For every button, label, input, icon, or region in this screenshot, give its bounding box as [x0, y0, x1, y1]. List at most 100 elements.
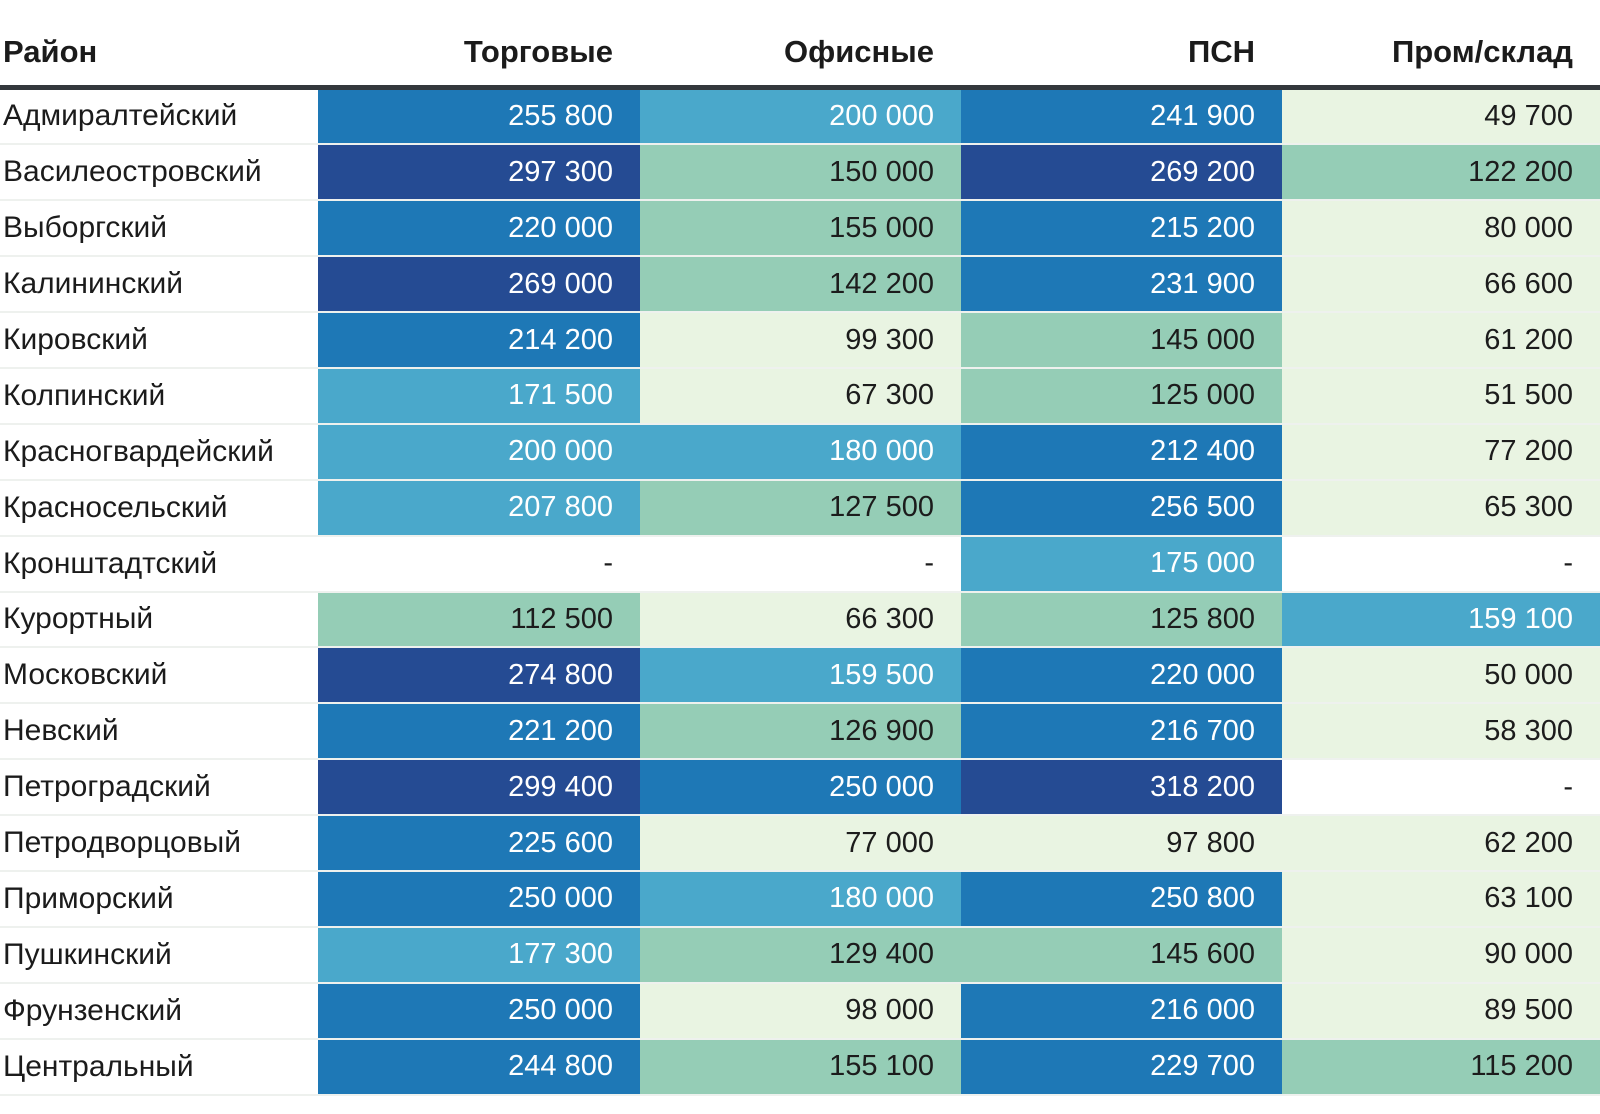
col-header-industrial: Пром/склад [1391, 33, 1573, 69]
value-cell: 269 000 [318, 256, 640, 314]
district-cell: Московский [0, 647, 318, 705]
table-row: Кронштадтский - -175 000- [0, 535, 1600, 593]
value-cell: 97 800 [961, 815, 1282, 872]
value-cell: 274 800 [318, 647, 640, 705]
value-cell: 145 600 [961, 926, 1282, 984]
district-cell: Кировский [0, 312, 318, 369]
value-cell: 112 500 [318, 591, 640, 649]
district-cell: Петродворцовый [0, 815, 318, 872]
value-cell: 65 300 [1282, 479, 1600, 537]
value-cell: - [1282, 759, 1600, 817]
col-header-district: Район [3, 33, 98, 69]
district-cell: Адмиралтейский [0, 87, 318, 146]
value-cell: 231 900 [961, 256, 1282, 314]
value-cell: 142 200 [640, 256, 961, 314]
value-cell: 177 300 [318, 926, 640, 984]
value-cell: 126 900 [640, 703, 961, 761]
table-row: Пушкинский 177 300 129 400 145 600 90 000 [0, 926, 1600, 984]
district-cell: Петроградский [0, 759, 318, 817]
table-row: Невский 221 200 126 900 216 700 58 300 [0, 703, 1600, 761]
value-cell: 129 400 [640, 926, 961, 984]
district-cell: Выборгский [0, 200, 318, 258]
district-cell: Центральный [0, 1038, 318, 1096]
table-row: Выборгский 220 000 155 000 215 200 80 000 [0, 200, 1600, 258]
district-cell: Красносельский [0, 479, 318, 537]
district-cell: Невский [0, 703, 318, 761]
value-cell: 171 500 [318, 367, 640, 425]
value-cell: 244 800 [318, 1038, 640, 1096]
value-cell: 98 000 [640, 982, 961, 1040]
district-cell: Пушкинский [0, 926, 318, 984]
value-cell: 229 700 [961, 1038, 1282, 1096]
value-cell: - [640, 535, 961, 593]
district-cell: Курортный [0, 591, 318, 649]
district-cell: Кронштадтский [0, 535, 318, 593]
table-row: Приморский 250 000 180 000 250 800 63 100 [0, 870, 1600, 928]
value-cell: 125 000 [961, 367, 1282, 425]
value-cell: 125 800 [961, 591, 1282, 649]
table-row: Колпинский 171 500 67 300 125 000 51 500 [0, 367, 1600, 425]
value-cell: 67 300 [640, 367, 961, 425]
value-cell: 180 000 [640, 870, 961, 928]
value-cell: 61 200 [1282, 312, 1600, 369]
value-cell: 200 000 [640, 87, 961, 146]
value-cell: 175 000 [961, 535, 1282, 593]
value-cell: 66 300 [640, 591, 961, 649]
table-row: Петроградский 299 400 250 000 318 200- [0, 759, 1600, 817]
value-cell: 250 000 [318, 870, 640, 928]
value-cell: 50 000 [1282, 647, 1600, 705]
district-cell: Фрунзенский [0, 982, 318, 1040]
value-cell: 77 200 [1282, 423, 1600, 481]
district-cell: Красногвардейский [0, 423, 318, 481]
table-row: Красносельский 207 800 127 500 256 500 65 30… [0, 479, 1600, 537]
value-cell: 269 200 [961, 144, 1282, 202]
value-cell: 145 000 [961, 312, 1282, 369]
value-cell: 51 500 [1282, 367, 1600, 425]
value-cell: 220 000 [961, 647, 1282, 705]
value-cell: 155 000 [640, 200, 961, 258]
value-cell: 49 700 [1282, 87, 1600, 146]
value-cell: 299 400 [318, 759, 640, 817]
table-row: Калининский 269 000 142 200 231 900 66 600 [0, 256, 1600, 314]
value-cell: 297 300 [318, 144, 640, 202]
value-cell: 80 000 [1282, 200, 1600, 258]
value-cell: 216 700 [961, 703, 1282, 761]
value-cell: 221 200 [318, 703, 640, 761]
col-header-office: Офисные [784, 33, 934, 69]
value-cell: 250 800 [961, 870, 1282, 928]
value-cell: 62 200 [1282, 815, 1600, 872]
district-cell: Калининский [0, 256, 318, 314]
value-cell: 90 000 [1282, 926, 1600, 984]
value-cell: 159 100 [1282, 591, 1600, 649]
value-cell: 250 000 [318, 982, 640, 1040]
value-cell: 255 800 [318, 87, 640, 146]
col-header-retail: Торговые [463, 33, 613, 69]
value-cell: 155 100 [640, 1038, 961, 1096]
value-cell: 214 200 [318, 312, 640, 369]
table-row: Красногвардейский 200 000 180 000 212 400 77… [0, 423, 1600, 481]
value-cell: 207 800 [318, 479, 640, 537]
value-cell: 215 200 [961, 200, 1282, 258]
value-cell: 216 000 [961, 982, 1282, 1040]
table-row: Фрунзенский 250 000 98 000 216 000 89 500 [0, 982, 1600, 1040]
district-cell: Колпинский [0, 367, 318, 425]
value-cell: 127 500 [640, 479, 961, 537]
district-cell: Приморский [0, 870, 318, 928]
value-cell: 77 000 [640, 815, 961, 872]
table-row: Петродворцовый 225 600 77 000 97 800 62 200 [0, 815, 1600, 872]
value-cell: 63 100 [1282, 870, 1600, 928]
table-header-row: Район Торговые Офисные ПСН Пром/склад [0, 0, 1600, 87]
value-cell: 256 500 [961, 479, 1282, 537]
table-row: Московский 274 800 159 500 220 000 50 000 [0, 647, 1600, 705]
table-body: Адмиралтейский 255 800 200 000 241 900 49 70… [0, 87, 1600, 1096]
table-row: Адмиралтейский 255 800 200 000 241 900 49 70… [0, 87, 1600, 146]
value-cell: 180 000 [640, 423, 961, 481]
table-row: Кировский 214 200 99 300 145 000 61 200 [0, 312, 1600, 369]
value-cell: 159 500 [640, 647, 961, 705]
district-cell: Василеостровский [0, 144, 318, 202]
table-row: Василеостровский 297 300 150 000 269 200 122… [0, 144, 1600, 202]
table-row: Курортный 112 500 66 300 125 800 159 100 [0, 591, 1600, 649]
value-cell: 150 000 [640, 144, 961, 202]
value-cell: 241 900 [961, 87, 1282, 146]
